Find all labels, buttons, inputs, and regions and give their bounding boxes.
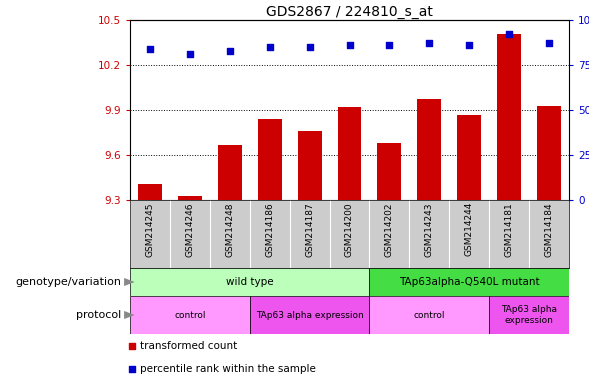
Point	[145, 46, 155, 52]
Text: GSM214246: GSM214246	[186, 202, 194, 257]
Text: GSM214248: GSM214248	[225, 202, 234, 257]
Point	[265, 44, 274, 50]
Text: percentile rank within the sample: percentile rank within the sample	[140, 364, 316, 374]
Bar	[369, 268, 569, 296]
Text: TAp63 alpha
expression: TAp63 alpha expression	[501, 305, 557, 325]
Bar	[497, 33, 521, 200]
Point	[345, 42, 354, 48]
Bar	[297, 131, 322, 200]
Polygon shape	[124, 278, 135, 286]
Text: transformed count: transformed count	[140, 341, 237, 351]
Text: TAp63alpha-Q540L mutant: TAp63alpha-Q540L mutant	[399, 277, 540, 287]
Bar	[378, 143, 401, 200]
Bar	[337, 107, 362, 200]
Bar	[130, 296, 250, 334]
Point	[127, 366, 137, 372]
Bar	[489, 296, 569, 334]
Bar	[250, 296, 369, 334]
Point	[225, 48, 234, 54]
Point	[305, 44, 315, 50]
Point	[185, 51, 194, 57]
Text: GSM214181: GSM214181	[505, 202, 514, 257]
Bar	[457, 114, 481, 200]
Text: GSM214187: GSM214187	[305, 202, 314, 257]
Text: control: control	[413, 311, 445, 319]
Text: wild type: wild type	[226, 277, 273, 287]
Bar	[218, 144, 241, 200]
Bar	[418, 99, 441, 200]
Point	[425, 40, 434, 46]
Bar	[369, 296, 489, 334]
Text: GSM214202: GSM214202	[385, 202, 394, 257]
Point	[504, 31, 514, 38]
Text: TAp63 alpha expression: TAp63 alpha expression	[256, 311, 363, 319]
Text: GSM214243: GSM214243	[425, 202, 434, 257]
Text: GSM214184: GSM214184	[545, 202, 554, 257]
Bar	[258, 119, 282, 200]
Text: control: control	[174, 311, 206, 319]
Point	[544, 40, 554, 46]
Bar	[138, 184, 162, 200]
Point	[127, 343, 137, 349]
Bar	[178, 195, 202, 200]
Text: genotype/variation: genotype/variation	[15, 277, 121, 287]
Point	[465, 42, 474, 48]
Polygon shape	[124, 311, 135, 319]
Text: GSM214200: GSM214200	[345, 202, 354, 257]
Title: GDS2867 / 224810_s_at: GDS2867 / 224810_s_at	[266, 5, 433, 19]
Text: GSM214244: GSM214244	[465, 202, 474, 257]
Bar	[130, 268, 369, 296]
Text: GSM214245: GSM214245	[145, 202, 154, 257]
Bar	[537, 106, 561, 200]
Text: protocol: protocol	[76, 310, 121, 320]
Point	[385, 42, 394, 48]
Text: GSM214186: GSM214186	[265, 202, 274, 257]
